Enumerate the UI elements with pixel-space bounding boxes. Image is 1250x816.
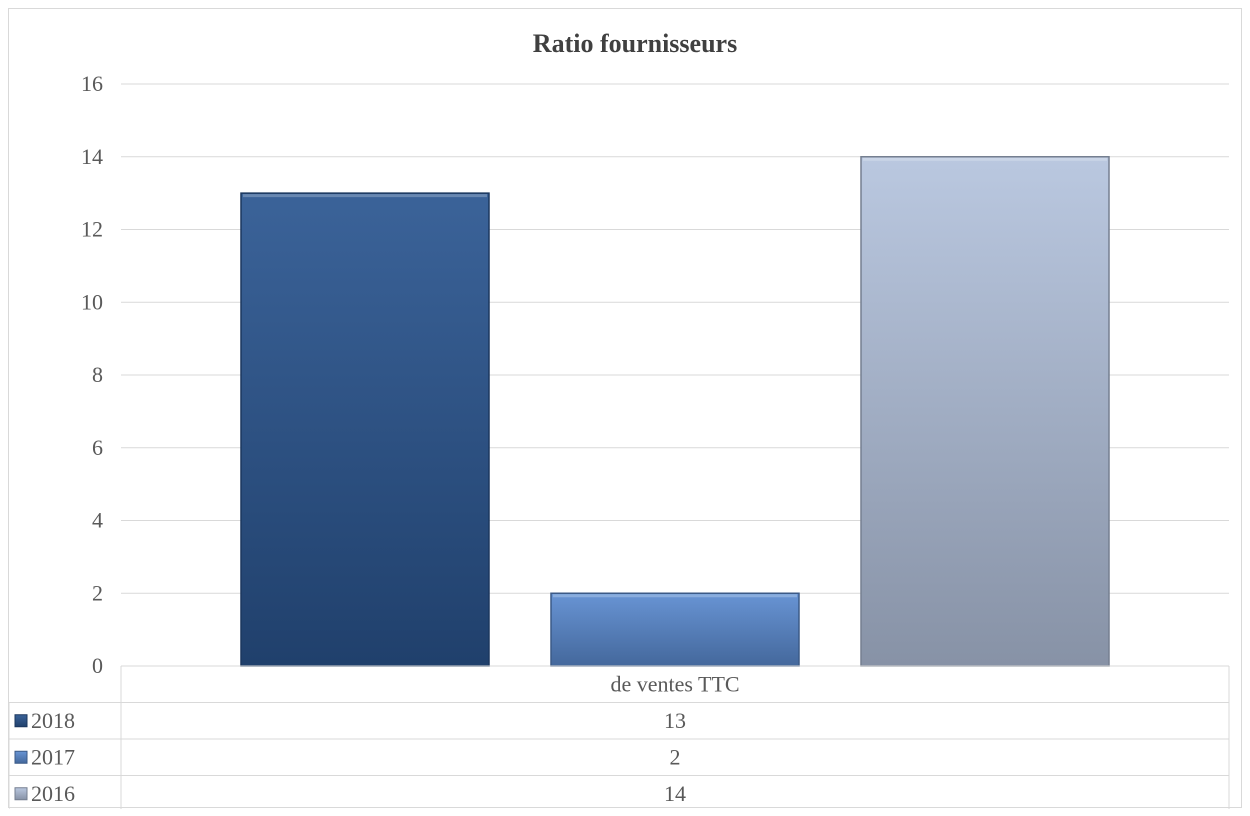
chart-canvas: Ratio fournisseurs 0 2 4 6 8 10 12 14 16 de vent…: [9, 29, 1230, 809]
legend-key-2016: [14, 787, 28, 801]
legend-key-2017: [14, 750, 28, 764]
table-category-header: de ventes TTC: [610, 671, 739, 696]
table-cell-value: 13: [664, 708, 686, 733]
y-tick-label: 6: [92, 435, 103, 460]
bar-highlight-2018: [243, 194, 487, 198]
y-tick-label: 4: [92, 508, 103, 533]
y-tick-label: 14: [81, 144, 103, 169]
bar-2018: [240, 192, 490, 667]
data-table: de ventes TTC 2018 13 2017 2 2016 14: [9, 665, 1230, 809]
table-cell-value: 2: [670, 744, 681, 769]
bars: [240, 156, 1110, 667]
y-tick-label: 8: [92, 362, 103, 387]
bar-2016: [860, 156, 1110, 667]
bar-highlight-2016: [863, 157, 1107, 161]
table-cell-value: 14: [664, 781, 686, 806]
chart-frame: Ratio fournisseurs 0 2 4 6 8 10 12 14 16 de vent…: [8, 8, 1242, 809]
y-tick-label: 16: [81, 71, 103, 96]
y-tick-label: 10: [81, 289, 103, 314]
legend-label: 2017: [31, 744, 75, 769]
legend-label: 2016: [31, 781, 75, 806]
legend-key-2018: [14, 714, 28, 728]
legend-label: 2018: [31, 708, 75, 733]
bar-highlight-2017: [553, 594, 797, 598]
y-axis-tick-labels: 0 2 4 6 8 10 12 14 16: [81, 71, 103, 678]
bar-2017: [550, 592, 800, 667]
y-tick-label: 0: [92, 653, 103, 678]
y-tick-label: 12: [81, 217, 103, 242]
y-tick-label: 2: [92, 580, 103, 605]
chart-title: Ratio fournisseurs: [533, 29, 737, 58]
